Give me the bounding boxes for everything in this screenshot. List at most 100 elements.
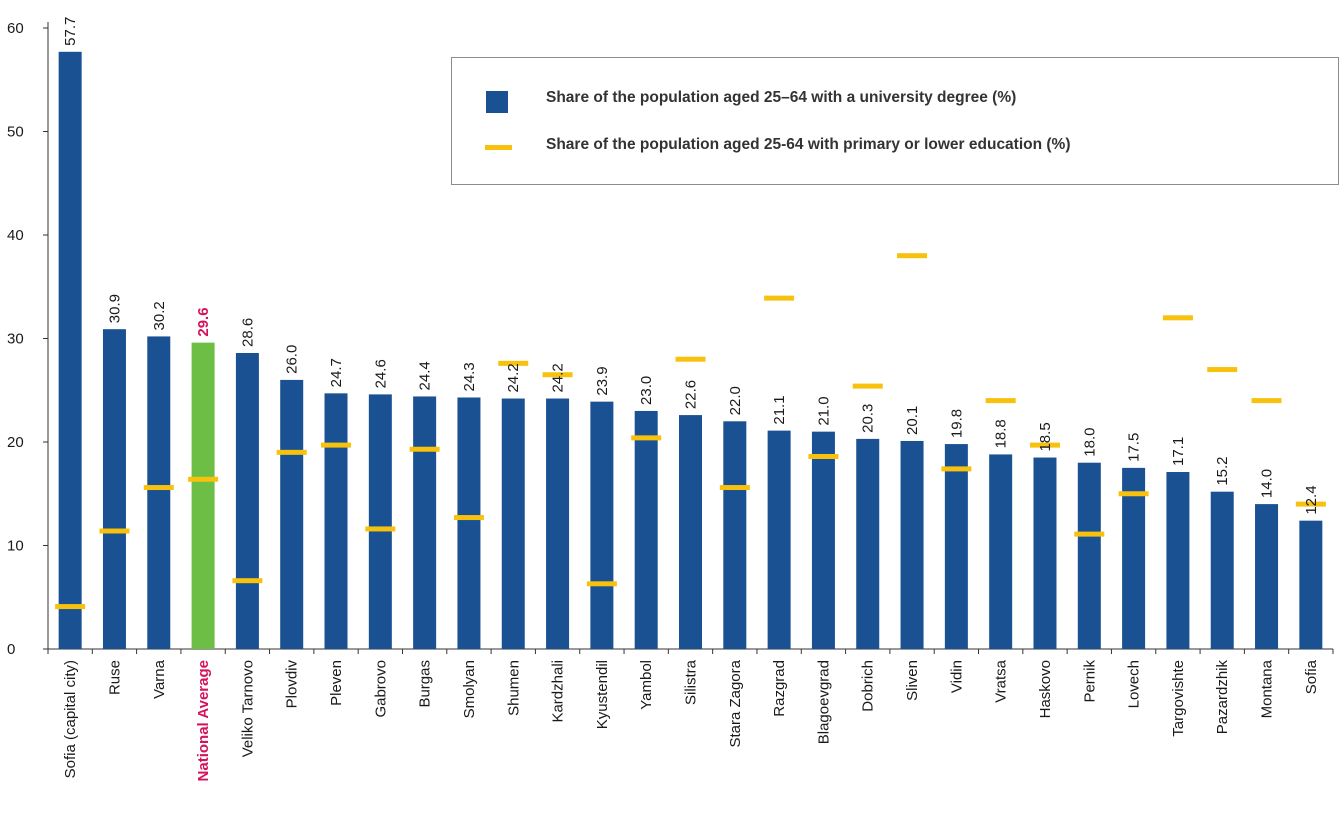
- value-label: 18.5: [1037, 422, 1054, 451]
- y-tick-label: 0: [7, 641, 15, 658]
- y-tick-label: 10: [7, 538, 24, 555]
- category-label: Vratsa: [993, 659, 1010, 702]
- marker: [631, 435, 662, 441]
- category-label: Varna: [151, 659, 168, 699]
- category-label: Sofia (capital city): [62, 660, 79, 778]
- legend-label-primary: Share of the population aged 25-64 with …: [546, 136, 1071, 153]
- bar: [634, 410, 658, 649]
- marker: [808, 453, 839, 459]
- bar-series: [58, 51, 1323, 650]
- value-label: 26.0: [284, 345, 301, 374]
- bar: [501, 398, 525, 649]
- category-labels: Sofia (capital city) Ruse Varna National Av…: [62, 659, 1320, 781]
- value-label: 24.7: [328, 358, 345, 387]
- marker: [99, 528, 130, 534]
- value-label: 24.6: [372, 359, 389, 388]
- y-tick-label: 50: [7, 124, 24, 141]
- category-label: Veliko Tarnovo: [239, 660, 256, 757]
- marker: [1029, 442, 1060, 448]
- bar: [856, 438, 880, 649]
- bar: [767, 430, 791, 649]
- value-label: 14.0: [1259, 469, 1276, 498]
- value-label: 23.0: [638, 376, 655, 405]
- bar: [811, 431, 835, 649]
- y-tick-label: 40: [7, 227, 24, 244]
- value-label: 20.3: [860, 404, 877, 433]
- bar: [944, 444, 968, 649]
- bar: [546, 398, 570, 649]
- marker: [897, 253, 928, 259]
- marker: [985, 398, 1016, 404]
- value-label: 20.1: [904, 406, 921, 435]
- marker: [675, 356, 706, 362]
- value-label: 29.6: [195, 307, 212, 336]
- y-tick-label: 30: [7, 331, 24, 348]
- marker: [276, 449, 307, 455]
- bar: [900, 440, 924, 649]
- marker: [409, 446, 440, 452]
- marker: [498, 360, 529, 366]
- value-label: 24.3: [461, 362, 478, 391]
- bar: [1255, 504, 1279, 649]
- bar: [723, 421, 747, 649]
- bar: [1122, 467, 1146, 649]
- marker: [1251, 398, 1282, 404]
- marker: [365, 526, 396, 532]
- marker: [188, 476, 219, 482]
- category-label: Silistra: [683, 659, 700, 705]
- marker: [1295, 501, 1326, 507]
- marker: [1207, 367, 1238, 373]
- bar: [235, 352, 259, 649]
- marker: [764, 295, 795, 301]
- category-label: Pleven: [328, 660, 345, 706]
- marker: [143, 485, 174, 491]
- bar: [280, 379, 304, 649]
- value-label: 57.7: [62, 17, 79, 46]
- marker: [453, 515, 484, 521]
- category-label: Yambol: [638, 660, 655, 710]
- category-label: Haskovo: [1037, 660, 1054, 718]
- category-label: Ruse: [106, 660, 123, 695]
- bar: [457, 397, 481, 649]
- marker-series: [55, 253, 1326, 610]
- bar: [1166, 472, 1190, 649]
- bar: [324, 393, 348, 649]
- category-label: Plovdiv: [284, 660, 301, 709]
- value-label: 19.8: [948, 409, 965, 438]
- marker: [941, 466, 972, 472]
- value-label: 28.6: [239, 318, 256, 347]
- bar: [590, 401, 614, 649]
- y-tick-label: 60: [7, 20, 24, 37]
- marker: [55, 604, 86, 610]
- category-label: Stara Zagora: [727, 659, 744, 747]
- marker: [852, 383, 883, 389]
- category-label: Targovishte: [1170, 660, 1187, 737]
- bar: [147, 336, 171, 649]
- category-label: Sliven: [904, 660, 921, 701]
- bar: [1299, 520, 1323, 649]
- value-label: 15.2: [1214, 456, 1231, 485]
- bar: [58, 51, 82, 650]
- value-label: 21.1: [771, 395, 788, 424]
- bar: [413, 396, 437, 649]
- marker: [1162, 315, 1193, 321]
- value-label: 21.0: [815, 396, 832, 425]
- category-label: National Average: [195, 660, 212, 781]
- marker: [542, 372, 573, 378]
- value-label: 18.8: [993, 419, 1010, 448]
- value-label: 18.0: [1081, 427, 1098, 456]
- value-label: 24.2: [505, 363, 522, 392]
- value-label: 30.9: [106, 294, 123, 323]
- bar: [1210, 491, 1234, 649]
- marker: [719, 485, 750, 491]
- marker: [232, 578, 263, 584]
- marker: [1074, 531, 1105, 537]
- marker: [586, 581, 617, 587]
- bar: [1077, 462, 1101, 649]
- category-label: Gabrovo: [372, 660, 389, 718]
- category-label: Kyustendil: [594, 660, 611, 729]
- category-label: Montana: [1259, 659, 1276, 718]
- category-label: Razgrad: [771, 660, 788, 717]
- category-label: Lovech: [1126, 660, 1143, 708]
